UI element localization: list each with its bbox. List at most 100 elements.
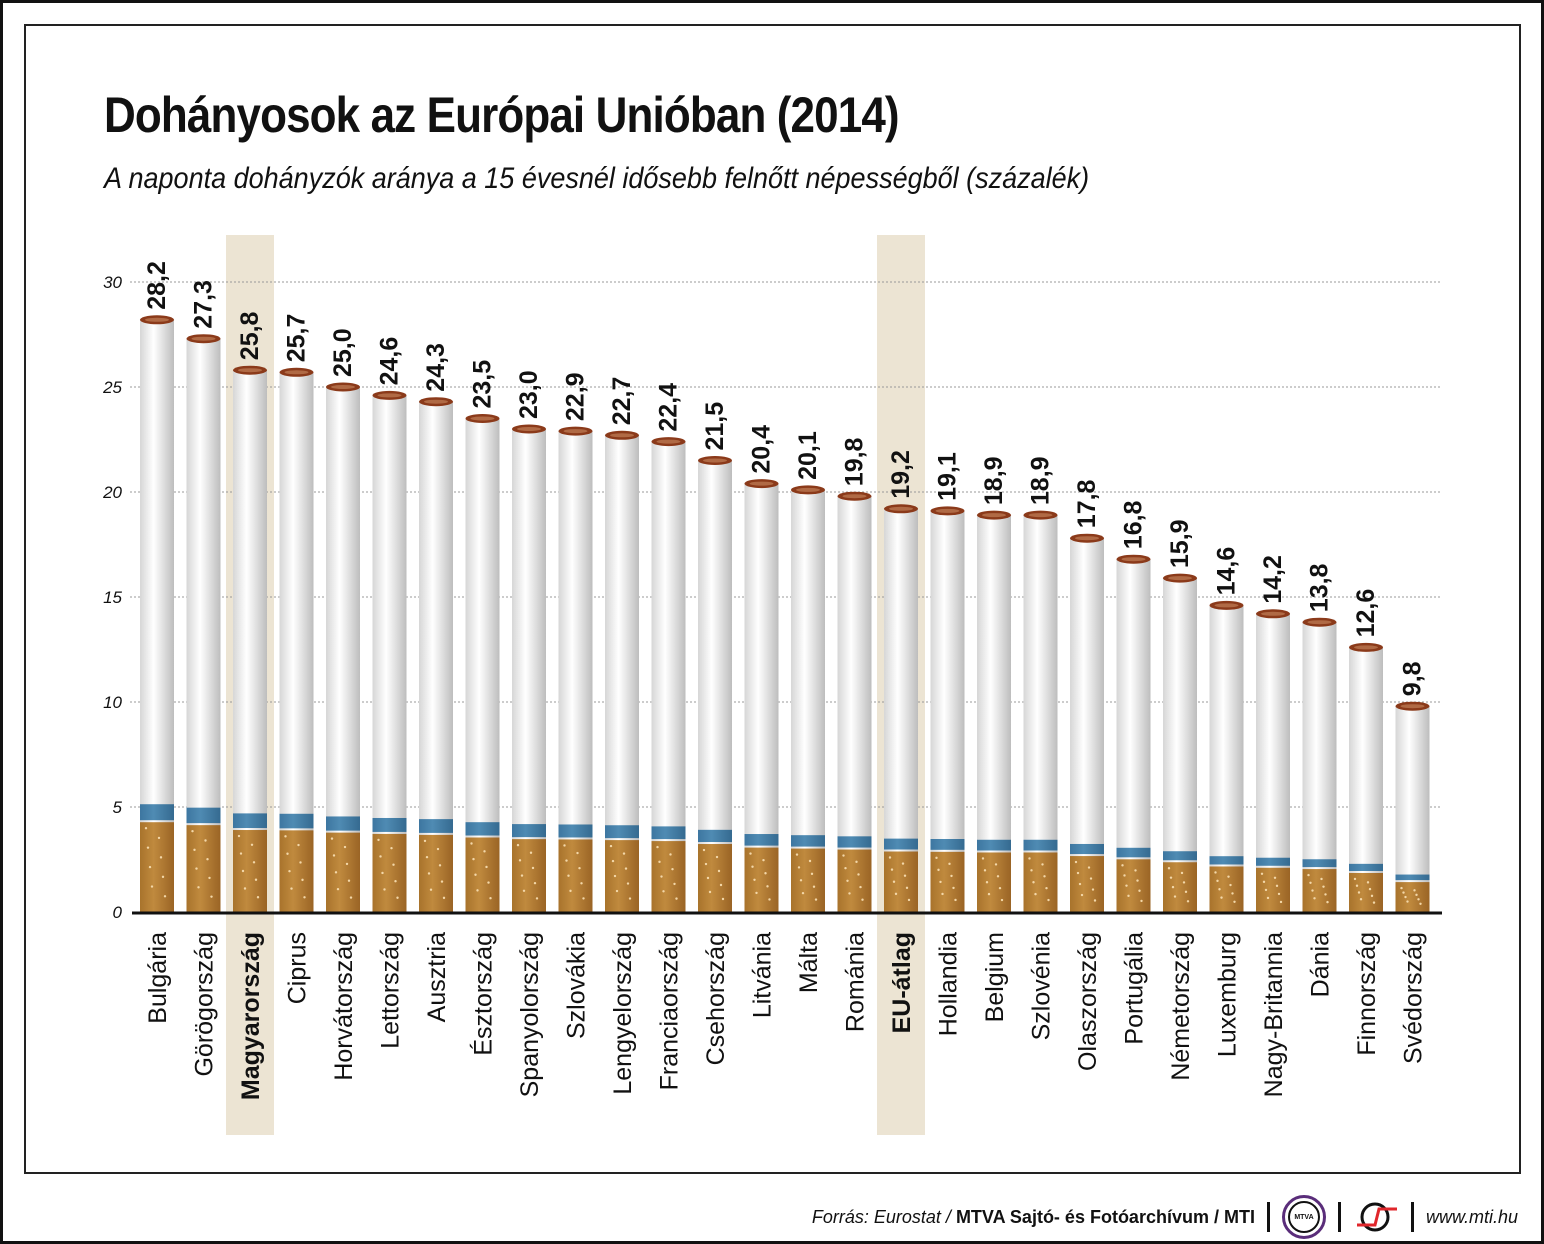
filter-dot [903,874,907,877]
filter-dot [675,897,678,900]
bar [1116,554,1151,912]
bar [1023,510,1058,912]
filter-dot [842,854,845,857]
bar-filter-band [186,807,221,824]
value-label: 21,5 [701,402,729,451]
filter-dot [1091,888,1095,891]
filter-dot [890,868,894,871]
bar [1349,642,1383,912]
value-label: 14,2 [1259,555,1287,604]
bar-tip-dots [145,317,169,322]
filter-dot [1266,896,1270,900]
filter-dot [749,852,752,855]
filter-dot [611,859,615,863]
filter-dot [1080,893,1084,897]
filter-dot [436,847,440,851]
value-label: 25,0 [329,328,357,377]
category-label: Lengyelország [609,932,637,1095]
bar-filter [651,841,686,912]
filter-dot [334,871,338,874]
filter-dot [1231,892,1234,895]
bar [558,426,593,912]
value-label: 9,8 [1399,661,1427,696]
bar-filter [930,851,965,912]
bar-filter [791,848,825,912]
filter-dot [379,855,382,858]
filter-dot [1125,884,1128,887]
filter-dot [939,880,942,884]
bar-filter-band [791,835,825,847]
filter-dot [303,896,306,899]
filter-dot [1307,873,1310,877]
category-label: Portugália [1121,932,1149,1045]
y-tick-label: 10 [103,693,122,712]
filter-dot [615,889,619,893]
y-tick-label: 25 [102,378,122,397]
bar-paper [1302,622,1337,912]
filter-dot [704,862,708,866]
filter-dot [470,842,473,845]
value-label: 22,4 [655,383,683,432]
bar-tip-dots [377,393,402,398]
filter-dot [1043,875,1046,878]
filter-dot [801,891,805,895]
bar [837,491,872,912]
filter-dot [613,874,617,878]
bar-filter [512,839,546,912]
chart-subtitle: A naponta dohányzók aránya a 15 évesnél … [104,162,1090,195]
bar [1395,701,1430,912]
filter-dot [658,860,661,864]
filter-dot [1045,886,1048,890]
category-label: Ciprus [284,932,312,1004]
filter-dot [438,864,442,867]
category-label: Szlovénia [1028,932,1056,1040]
filter-dot [345,862,349,866]
filter-dot [1229,883,1232,887]
filter-dot [1233,900,1236,904]
bar [930,506,965,912]
bar-filter-band [233,813,267,829]
filter-dot [1074,860,1078,864]
filter-dot [377,838,380,842]
filter-dot [1089,877,1093,880]
bar-filter-band [1302,859,1337,868]
y-tick-label: 20 [102,483,122,502]
bar-filter [1209,866,1244,912]
filter-dot [855,860,858,864]
category-label: Szlovákia [563,932,591,1039]
filter-dot [252,861,256,864]
filter-dot [529,851,533,854]
filter-dot [751,865,754,868]
filter-dot [1320,877,1323,881]
value-label: 14,6 [1213,547,1241,596]
bar-paper [1116,559,1151,912]
filter-dot [941,892,944,896]
filter-dot [985,881,989,884]
category-label: Litvánia [749,932,777,1018]
filter-dot [624,867,628,870]
bar [698,456,732,912]
filter-dot [715,855,719,859]
filter-dot [533,881,537,885]
bar-tip-dots [563,429,588,434]
filter-dot [996,875,1000,878]
bar [512,424,546,912]
bar-filter-band [1070,843,1104,855]
filter-dot [937,868,940,872]
bar-filter [605,840,639,912]
value-label: 27,3 [190,280,218,329]
filter-dot [518,859,522,862]
value-label: 20,1 [794,431,822,480]
bar-paper [1023,515,1058,912]
filter-dot [952,886,955,890]
filter-dot [1313,897,1316,900]
filter-dot [1273,876,1277,880]
filter-dot [1216,879,1219,883]
bar-filter-band [1256,857,1290,866]
filter-dot [628,897,632,900]
bar [1163,573,1197,912]
filter-dot [673,882,676,886]
filter-dot [994,863,998,866]
filter-dot [237,834,241,838]
filter-dot [392,863,395,866]
